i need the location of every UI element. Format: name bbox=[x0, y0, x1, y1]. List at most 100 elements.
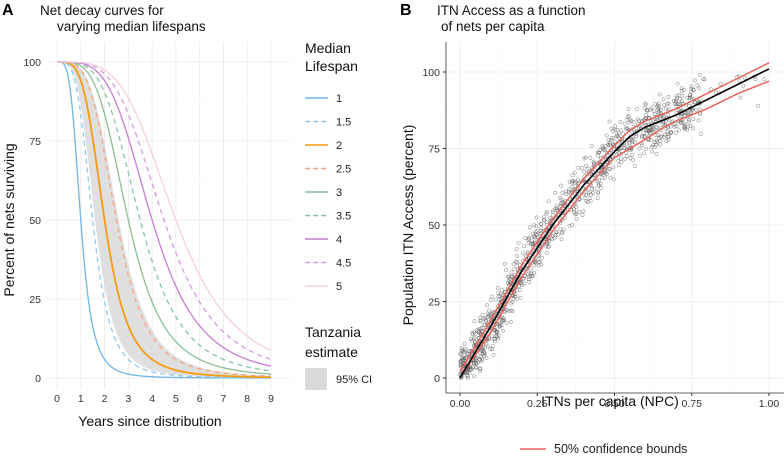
survey-point bbox=[527, 262, 532, 267]
survey-point bbox=[662, 132, 667, 137]
survey-point bbox=[718, 81, 723, 86]
survey-point bbox=[637, 146, 642, 151]
survey-point bbox=[625, 154, 630, 159]
survey-point bbox=[472, 361, 477, 366]
survey-point bbox=[488, 347, 493, 351]
lower-confidence-bound bbox=[459, 80, 770, 379]
survey-point bbox=[622, 121, 627, 126]
survey-point bbox=[616, 163, 621, 168]
ci-band bbox=[57, 62, 271, 378]
survey-point bbox=[654, 142, 659, 147]
panel-b-x-tick-label: 0.50 bbox=[604, 398, 625, 410]
survey-point bbox=[478, 369, 482, 374]
survey-point bbox=[496, 290, 501, 295]
legend-label-3-5: 3.5 bbox=[336, 211, 351, 223]
survey-point bbox=[464, 373, 469, 378]
survey-point bbox=[679, 120, 684, 125]
survey-point bbox=[646, 128, 651, 133]
survey-point bbox=[625, 118, 630, 123]
survey-point bbox=[689, 84, 694, 89]
survey-point bbox=[676, 114, 681, 119]
survey-point bbox=[460, 354, 465, 359]
survey-point bbox=[499, 287, 504, 292]
legend-label-2-5: 2.5 bbox=[336, 164, 351, 176]
survey-point bbox=[462, 355, 467, 360]
survey-point bbox=[526, 258, 531, 263]
survey-point bbox=[595, 150, 600, 155]
survey-point bbox=[674, 124, 679, 129]
survey-point bbox=[474, 355, 479, 360]
survey-point bbox=[685, 127, 690, 132]
survey-point bbox=[527, 235, 532, 240]
survey-point bbox=[506, 274, 511, 279]
survey-point bbox=[475, 328, 479, 333]
survey-point bbox=[553, 190, 558, 195]
survey-point bbox=[589, 143, 594, 148]
survey-point bbox=[643, 115, 648, 120]
survey-point bbox=[619, 160, 624, 164]
survey-point bbox=[662, 103, 667, 108]
panel-b-x-tick-label: 0.75 bbox=[682, 398, 703, 410]
survey-point bbox=[612, 139, 617, 144]
survey-point bbox=[497, 314, 502, 319]
panel-a-x-tick-label: 8 bbox=[244, 393, 250, 405]
decay-line-3 bbox=[56, 61, 272, 375]
survey-point bbox=[656, 106, 661, 111]
ci-legend-label: 95% CI bbox=[336, 374, 372, 386]
survey-point bbox=[564, 192, 569, 197]
survey-point bbox=[689, 89, 694, 94]
survey-point bbox=[676, 128, 681, 133]
survey-point bbox=[542, 217, 547, 222]
survey-point bbox=[567, 187, 572, 192]
survey-point bbox=[554, 229, 559, 234]
legend-label-1-5: 1.5 bbox=[336, 117, 351, 129]
survey-point bbox=[599, 185, 604, 190]
survey-point bbox=[676, 102, 681, 107]
survey-point bbox=[484, 319, 489, 323]
survey-point bbox=[526, 274, 531, 279]
survey-point bbox=[655, 132, 660, 137]
survey-point bbox=[528, 266, 533, 271]
survey-point bbox=[600, 147, 605, 152]
survey-point bbox=[473, 366, 478, 370]
survey-point bbox=[470, 332, 475, 337]
survey-point bbox=[619, 142, 624, 147]
survey-point bbox=[537, 259, 542, 264]
survey-point bbox=[756, 103, 761, 108]
panel-b-y-tick-label: 0 bbox=[434, 373, 440, 385]
survey-point bbox=[682, 125, 687, 130]
survey-point bbox=[598, 181, 603, 186]
survey-point bbox=[584, 199, 589, 204]
survey-point bbox=[518, 288, 523, 292]
survey-point bbox=[588, 198, 593, 203]
survey-point bbox=[607, 167, 612, 172]
survey-point bbox=[627, 138, 632, 143]
survey-point bbox=[621, 131, 625, 136]
survey-point bbox=[533, 231, 538, 236]
survey-point bbox=[495, 285, 500, 290]
survey-point bbox=[672, 98, 676, 103]
survey-point bbox=[656, 101, 661, 106]
survey-point bbox=[649, 105, 654, 110]
survey-point bbox=[696, 99, 701, 104]
survey-point bbox=[483, 351, 488, 356]
survey-point bbox=[471, 360, 476, 365]
survey-point bbox=[532, 223, 537, 228]
panel-a-x-tick-label: 1 bbox=[78, 393, 84, 405]
survey-point bbox=[583, 186, 588, 191]
survey-point bbox=[566, 189, 571, 194]
survey-point bbox=[606, 138, 611, 143]
survey-point bbox=[658, 142, 663, 147]
decay-line-2-5 bbox=[56, 61, 272, 377]
survey-point bbox=[470, 330, 475, 335]
survey-point bbox=[666, 134, 670, 139]
survey-point bbox=[630, 139, 635, 144]
survey-point bbox=[473, 332, 478, 337]
survey-point bbox=[478, 366, 483, 371]
survey-point bbox=[580, 165, 584, 170]
survey-point bbox=[641, 151, 646, 156]
survey-point bbox=[483, 322, 487, 327]
survey-point bbox=[691, 88, 696, 93]
survey-point bbox=[628, 117, 632, 122]
survey-point bbox=[490, 347, 495, 352]
